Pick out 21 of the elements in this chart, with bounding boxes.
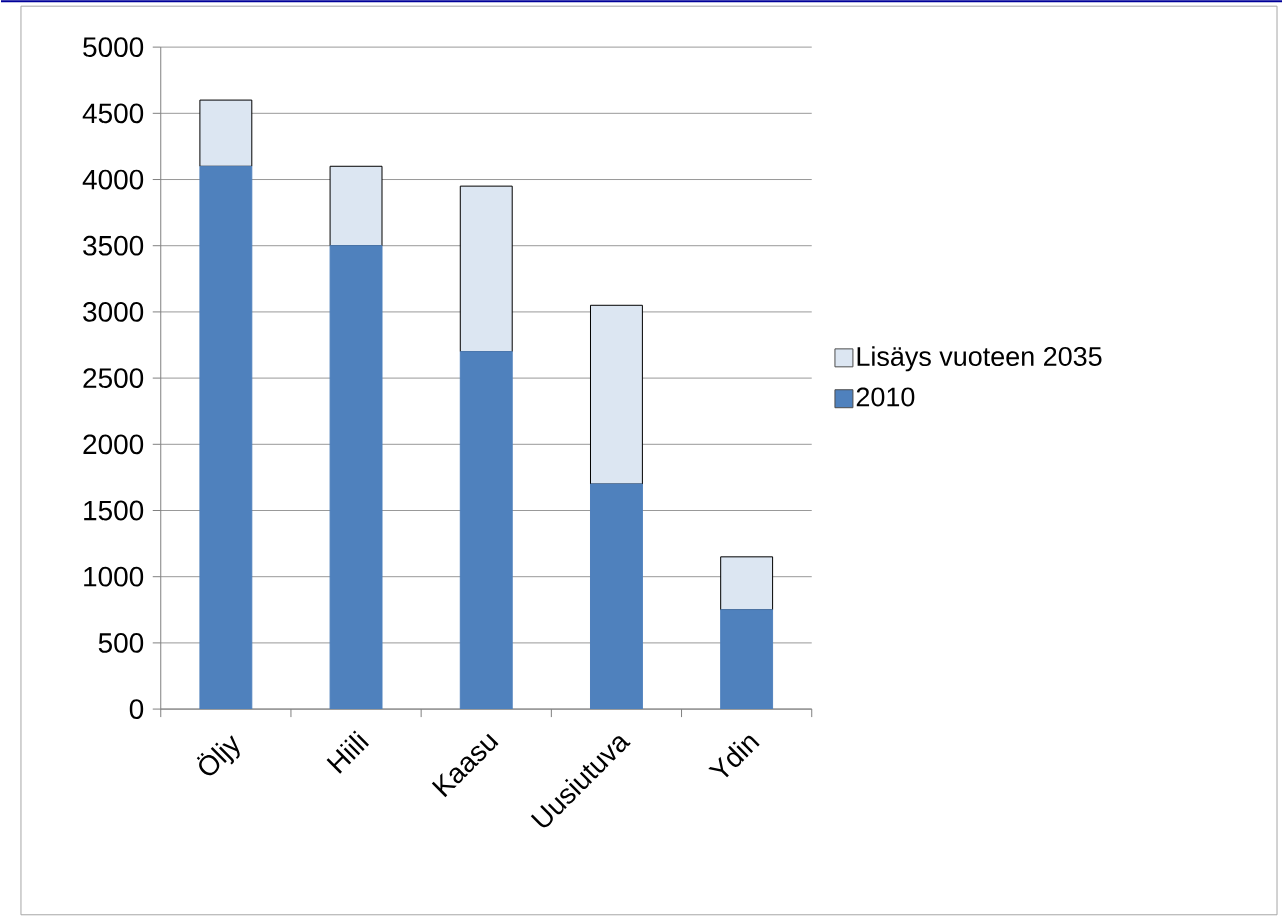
y-tick-label: 1000 [84, 566, 144, 587]
x-tick-label: Hiili [326, 730, 370, 774]
bar [459, 185, 513, 353]
y-tick-label: 2000 [83, 434, 144, 455]
y-tick-label: 4000 [82, 169, 144, 190]
bar [589, 304, 643, 485]
y-tick-label: 3000 [83, 302, 144, 322]
x-tick-label: Ydin [708, 735, 760, 778]
y-tick-label: 4500 [82, 103, 144, 124]
y-tick-label: 0 [129, 699, 144, 720]
x-tick-label: Öljy [196, 735, 240, 776]
legend-label: 2010 [856, 387, 915, 407]
y-tick-label: 2500 [83, 368, 144, 389]
y-tick-label: 5000 [83, 37, 144, 58]
bar [199, 99, 253, 167]
y-tick-label: 1500 [84, 500, 144, 521]
legend-label: Lisäys vuoteen 2035 [857, 346, 1102, 372]
y-tick-label: 3500 [83, 235, 144, 256]
bar [329, 165, 383, 247]
y-tick-label: 500 [98, 633, 144, 653]
bar [720, 556, 774, 611]
